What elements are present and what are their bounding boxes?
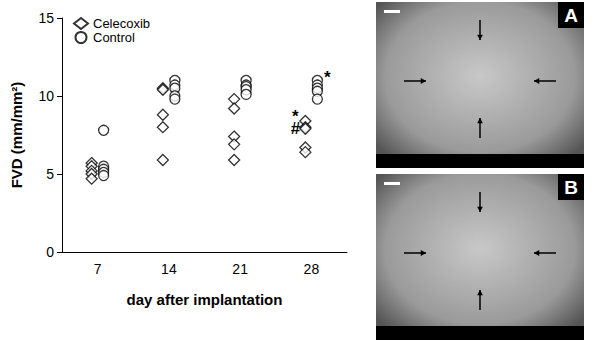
svg-text:21: 21 [232,261,248,277]
svg-text:0: 0 [46,244,54,260]
svg-text:5: 5 [46,166,54,182]
svg-text:15: 15 [38,10,54,26]
svg-text:B: B [564,177,578,198]
svg-text:14: 14 [161,261,177,277]
svg-text:Celecoxib: Celecoxib [93,16,150,31]
svg-text:7: 7 [94,261,102,277]
svg-text:*: * [324,68,331,87]
svg-text:Control: Control [93,30,135,45]
svg-text:A: A [564,5,578,26]
svg-text:day after implantation: day after implantation [127,291,283,308]
svg-text:28: 28 [304,261,320,277]
svg-text:10: 10 [38,88,54,104]
svg-text:#: # [291,119,301,138]
svg-text:FVD (mm/mm²): FVD (mm/mm²) [8,82,25,189]
